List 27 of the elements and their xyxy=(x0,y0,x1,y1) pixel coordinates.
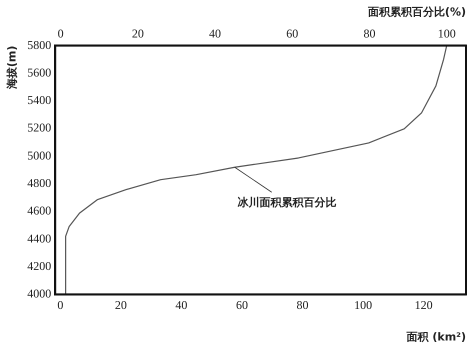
y-tick-label: 4600 xyxy=(27,204,52,218)
x-tick-label: 100 xyxy=(354,298,372,312)
y-tick-label: 5800 xyxy=(27,38,52,52)
y-tick-label: 4800 xyxy=(27,176,52,190)
y-tick-label: 5600 xyxy=(27,65,52,80)
y-tick-label: 4400 xyxy=(27,231,52,246)
y-tick-label: 5400 xyxy=(27,93,52,108)
x2-tick-label: 20 xyxy=(132,26,144,41)
y-tick-label: 5000 xyxy=(27,148,52,162)
text: 冰川面积累积百分比 xyxy=(238,196,337,210)
x-tick-label: 60 xyxy=(236,298,248,312)
x-tick-label: 80 xyxy=(296,298,309,312)
x-axis-title: 面积 (km²) xyxy=(406,330,466,344)
x-tick-label: 120 xyxy=(414,298,433,312)
y-tick-label: 5200 xyxy=(27,120,52,135)
x2-axis-title: 面积累积百分比(%) xyxy=(366,5,466,18)
x2-tick-label: 0 xyxy=(58,26,64,41)
x2-tick-label: 60 xyxy=(286,26,298,41)
x-tick-label: 0 xyxy=(57,298,64,312)
x2-tick-label: 80 xyxy=(363,26,376,41)
y-tick-label: 4200 xyxy=(27,258,52,273)
y-tick-label: 4000 xyxy=(27,286,52,301)
x-tick-label: 20 xyxy=(114,298,127,312)
x2-tick-label: 40 xyxy=(209,26,222,41)
x2-tick-label: 100 xyxy=(438,26,456,41)
y-axis-title: 海拔(m) xyxy=(5,46,18,90)
x-tick-label: 40 xyxy=(175,298,188,312)
